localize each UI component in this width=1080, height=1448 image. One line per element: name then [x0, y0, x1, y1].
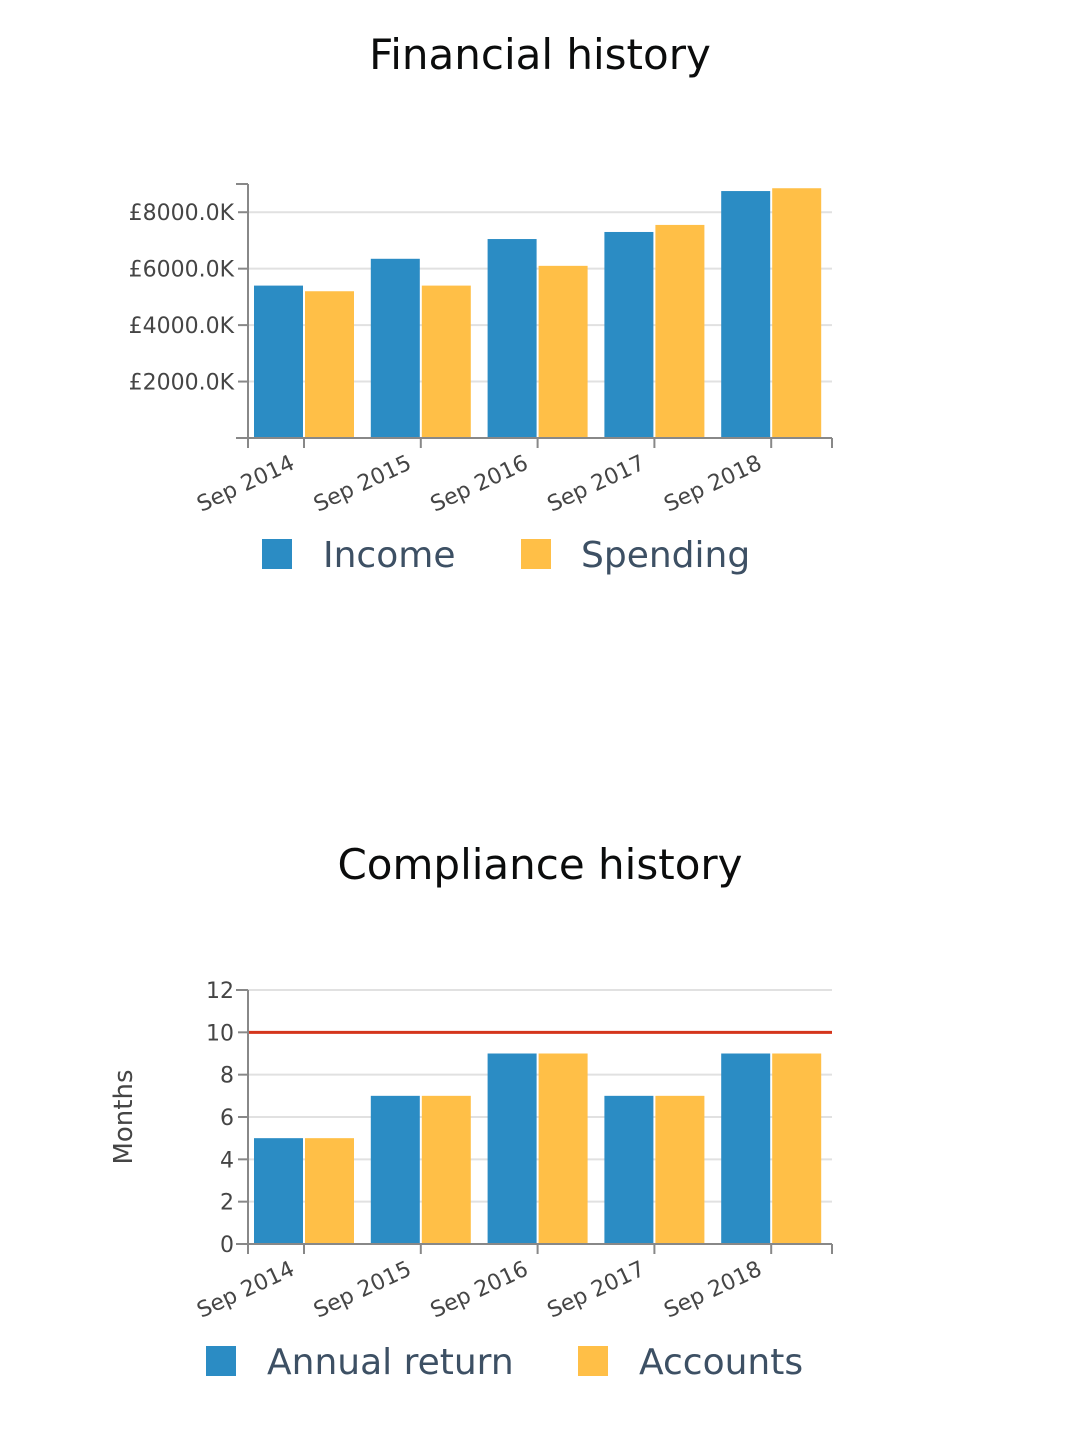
y-tick-label: 6 — [220, 1106, 234, 1131]
bar-annual-return — [721, 1053, 771, 1244]
compliance-history-chart: Compliance history 0 2 4 6 8 10 12 Sep 2014 Sep … — [0, 806, 1080, 1448]
y-tick-label: £4000.0K — [129, 314, 235, 339]
legend-swatch — [521, 539, 551, 569]
x-tick-label: Sep 2016 — [427, 451, 532, 518]
y-tick-label: 12 — [206, 979, 234, 1004]
bar-income — [487, 239, 537, 438]
bar-annual-return — [487, 1053, 537, 1244]
bar-accounts — [772, 1053, 822, 1244]
legend: Income Spending — [262, 535, 750, 576]
bar-annual-return — [604, 1095, 654, 1244]
bar-spending — [655, 224, 705, 438]
y-tick-label: 0 — [220, 1233, 234, 1258]
financial-history-plot: £2000.0K £4000.0K £6000.0K £8000.0K Sep 2014… — [129, 183, 833, 576]
bar-income — [604, 231, 654, 438]
x-tick-label: Sep 2014 — [193, 1257, 298, 1324]
x-tick-label: Sep 2018 — [661, 1257, 766, 1324]
y-tick-label: £2000.0K — [129, 371, 235, 396]
financial-history-chart: Financial history £2000.0K £4000.0K £6000.… — [0, 0, 1080, 700]
y-tick-label: 10 — [206, 1021, 234, 1046]
y-axis-title: Months — [109, 1069, 139, 1164]
legend-label: Annual return — [267, 1342, 514, 1383]
x-tick-label: Sep 2014 — [193, 451, 298, 518]
x-tick-label: Sep 2016 — [427, 1257, 532, 1324]
chart-title: Compliance history — [337, 840, 743, 889]
x-tick-label: Sep 2018 — [661, 451, 766, 518]
y-tick-label: £6000.0K — [129, 258, 235, 283]
legend-label: Income — [323, 535, 455, 576]
y-tick-label: 2 — [220, 1191, 234, 1216]
legend: Annual return Accounts — [206, 1342, 803, 1383]
chart-title: Financial history — [369, 30, 711, 79]
y-tick-label: 8 — [220, 1064, 234, 1089]
bar-spending — [305, 291, 354, 438]
bar-accounts — [305, 1138, 354, 1244]
bar-income — [370, 258, 420, 438]
x-tick-label: Sep 2015 — [310, 1257, 415, 1324]
bars — [254, 188, 822, 438]
bar-accounts — [421, 1095, 471, 1244]
legend-label: Accounts — [639, 1342, 803, 1383]
bar-income — [721, 191, 771, 438]
bars — [254, 1053, 822, 1244]
bar-income — [254, 285, 303, 438]
bar-spending — [538, 265, 588, 438]
y-tick-label: £8000.0K — [129, 201, 235, 226]
x-tick-label: Sep 2017 — [544, 1257, 649, 1324]
x-tick-label: Sep 2017 — [544, 451, 649, 518]
bar-annual-return — [254, 1138, 303, 1244]
x-tick-label: Sep 2015 — [310, 451, 415, 518]
legend-label: Spending — [581, 535, 750, 576]
bar-annual-return — [370, 1095, 420, 1244]
legend-swatch — [262, 539, 292, 569]
y-tick-label: 4 — [220, 1148, 234, 1173]
bar-spending — [421, 285, 471, 438]
bar-spending — [772, 188, 822, 438]
bar-accounts — [538, 1053, 588, 1244]
legend-swatch — [206, 1346, 236, 1376]
legend-swatch — [578, 1346, 608, 1376]
bar-accounts — [655, 1095, 705, 1244]
